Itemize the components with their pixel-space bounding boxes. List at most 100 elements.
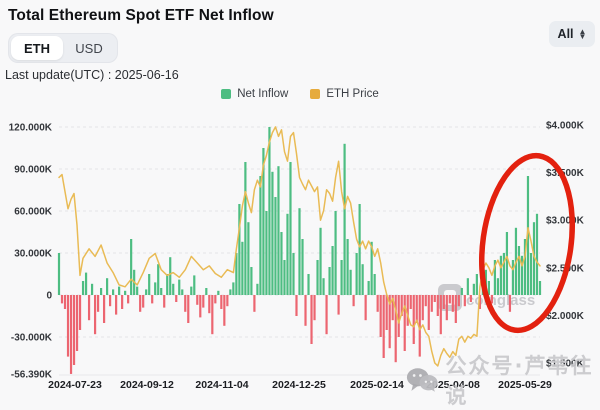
inflow-bar[interactable] [208, 295, 211, 314]
inflow-bar[interactable] [508, 295, 512, 312]
inflow-bar[interactable] [535, 213, 539, 295]
inflow-bar[interactable] [511, 260, 515, 295]
inflow-bar[interactable] [322, 278, 325, 295]
inflow-bar[interactable] [118, 286, 121, 295]
inflow-bar[interactable] [66, 295, 70, 357]
inflow-bar[interactable] [391, 295, 394, 321]
inflow-bar[interactable] [427, 295, 430, 330]
inflow-bar[interactable] [93, 295, 97, 335]
inflow-bar[interactable] [274, 197, 277, 295]
inflow-bar[interactable] [280, 232, 283, 295]
inflow-bar[interactable] [124, 290, 127, 295]
inflow-bar[interactable] [112, 289, 115, 295]
inflow-bar[interactable] [472, 283, 475, 295]
inflow-bar[interactable] [247, 222, 250, 295]
inflow-bar[interactable] [529, 253, 533, 295]
inflow-bar[interactable] [439, 295, 442, 335]
toggle-usd-button[interactable]: USD [75, 40, 103, 56]
inflow-bar[interactable] [526, 176, 530, 295]
inflow-bar[interactable] [136, 286, 139, 295]
inflow-bar[interactable] [298, 208, 301, 295]
inflow-bar[interactable] [115, 295, 118, 315]
inflow-bar[interactable] [502, 253, 506, 295]
inflow-bar[interactable] [403, 295, 406, 351]
inflow-bar[interactable] [223, 295, 226, 326]
inflow-bar[interactable] [244, 162, 247, 295]
inflow-bar[interactable] [478, 295, 481, 309]
inflow-bar[interactable] [157, 264, 160, 295]
inflow-bar[interactable] [394, 295, 397, 363]
inflow-bar[interactable] [196, 295, 199, 305]
inflow-bar[interactable] [454, 295, 457, 323]
inflow-bar[interactable] [469, 295, 472, 302]
inflow-bar[interactable] [520, 255, 524, 295]
inflow-bar[interactable] [205, 288, 208, 295]
time-range-select[interactable]: All ▲ ▼ [549, 21, 595, 47]
inflow-bar[interactable] [316, 260, 319, 295]
inflow-bar[interactable] [220, 295, 223, 309]
inflow-bar[interactable] [109, 295, 112, 307]
inflow-bar[interactable] [184, 295, 187, 312]
inflow-bar[interactable] [253, 295, 256, 312]
legend-item-net-inflow[interactable]: Net Inflow [221, 88, 288, 100]
inflow-bar[interactable] [172, 283, 175, 295]
inflow-bar[interactable] [430, 295, 433, 312]
inflow-bar[interactable] [433, 295, 436, 302]
inflow-bar[interactable] [187, 295, 190, 323]
inflow-bar[interactable] [193, 275, 196, 295]
inflow-bar[interactable] [406, 295, 409, 326]
inflow-bar[interactable] [538, 281, 542, 295]
inflow-bar[interactable] [202, 295, 205, 308]
inflow-bar[interactable] [90, 283, 94, 295]
inflow-bar[interactable] [331, 246, 334, 295]
inflow-bar[interactable] [292, 253, 295, 295]
inflow-bar[interactable] [349, 269, 352, 295]
inflow-bar[interactable] [199, 295, 202, 318]
inflow-bar[interactable] [160, 288, 163, 295]
inflow-bar[interactable] [352, 295, 355, 307]
inflow-bar[interactable] [190, 286, 193, 295]
inflow-bar[interactable] [505, 232, 509, 295]
inflow-bar[interactable] [250, 267, 253, 295]
inflow-bar[interactable] [385, 295, 388, 330]
inflow-bar[interactable] [259, 176, 262, 295]
inflow-bar[interactable] [457, 295, 460, 307]
inflow-bar[interactable] [361, 264, 364, 295]
inflow-bar[interactable] [409, 295, 412, 309]
inflow-bar[interactable] [448, 295, 451, 304]
inflow-bar[interactable] [442, 295, 445, 309]
inflow-bar[interactable] [69, 295, 73, 374]
inflow-bar[interactable] [145, 289, 148, 295]
inflow-bar[interactable] [166, 274, 169, 295]
inflow-bar[interactable] [265, 211, 268, 295]
inflow-bar[interactable] [211, 295, 214, 335]
inflow-bar[interactable] [325, 295, 328, 335]
inflow-bar[interactable] [379, 295, 382, 337]
inflow-bar[interactable] [154, 282, 157, 295]
inflow-bar[interactable] [283, 260, 286, 295]
inflow-bar[interactable] [169, 257, 172, 295]
inflow-bar[interactable] [214, 295, 217, 304]
inflow-bar[interactable] [499, 255, 503, 295]
inflow-bar[interactable] [57, 253, 61, 295]
inflow-bar[interactable] [87, 295, 91, 321]
inflow-bar[interactable] [400, 295, 403, 316]
inflow-bar[interactable] [493, 260, 497, 295]
inflow-bar[interactable] [382, 295, 385, 358]
inflow-bar[interactable] [475, 274, 478, 295]
inflow-bar[interactable] [328, 267, 331, 295]
inflow-bar[interactable] [241, 241, 244, 295]
inflow-bar[interactable] [343, 143, 346, 295]
inflow-bar[interactable] [99, 288, 103, 295]
inflow-bar[interactable] [238, 204, 241, 295]
inflow-bar[interactable] [286, 213, 289, 295]
inflow-bar[interactable] [175, 295, 178, 302]
inflow-bar[interactable] [277, 166, 280, 295]
inflow-bar[interactable] [301, 239, 304, 295]
inflow-bar[interactable] [496, 278, 500, 295]
eth-price-line[interactable] [58, 126, 541, 367]
inflow-bar[interactable] [268, 127, 271, 295]
inflow-bar[interactable] [75, 295, 79, 351]
inflow-bar[interactable] [334, 211, 337, 295]
inflow-bar[interactable] [235, 253, 238, 295]
